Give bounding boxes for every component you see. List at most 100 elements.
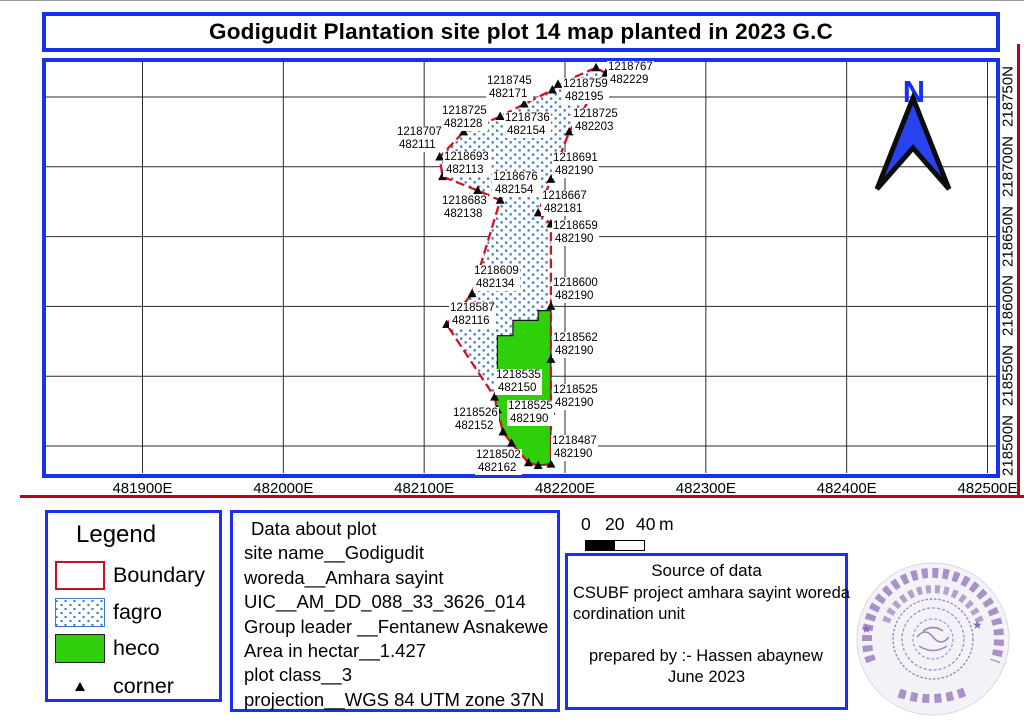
corner-marker-icon <box>507 438 516 447</box>
source-box-line: CSUBF project amhara sayint woreda <box>573 584 850 602</box>
corner-marker-icon <box>435 152 445 161</box>
corner-label: 1218525 482190 <box>552 384 599 410</box>
scale-bar <box>585 540 645 551</box>
corner-marker-icon <box>546 174 556 183</box>
northing-label: 218650N <box>999 205 1017 267</box>
corner-label: 1218759 482195 <box>562 78 609 104</box>
legend-label: Boundary <box>113 562 206 587</box>
easting-label: 482100E <box>394 480 455 497</box>
data-box-line: projection__WGS 84 UTM zone 37N <box>244 688 545 710</box>
source-box-line: cordination unit <box>573 604 685 623</box>
easting-label: 482400E <box>816 480 877 497</box>
corner-marker-icon <box>533 207 543 217</box>
corner-marker-icon <box>495 111 505 120</box>
corner-label: 1218525 482190 <box>507 400 554 426</box>
corner-label: 1218767 482229 <box>607 61 654 87</box>
data-box-title: Data about plot <box>251 518 377 539</box>
source-box-title: Source of data <box>651 561 762 580</box>
corner-marker-icon <box>459 126 469 136</box>
map-frame <box>42 58 1000 478</box>
fagro-swatch-icon <box>55 597 105 627</box>
northing-label: 218600N <box>999 275 1017 337</box>
corner-marker-icon <box>591 62 601 72</box>
official-stamp: ★ ★ <box>856 562 1010 716</box>
data-box-line: Area in hectar__1.427 <box>244 640 427 662</box>
neatline-vertical <box>1017 44 1020 497</box>
corner-label: 1218693 482113 <box>443 151 490 177</box>
corner-marker-icon <box>546 301 556 310</box>
corner-marker-icon <box>546 354 556 363</box>
corner-label: 1218736 482154 <box>504 112 551 138</box>
corner-label: 1218562 482190 <box>552 332 599 358</box>
corner-markers <box>435 62 611 469</box>
scale-tick-label: 40 <box>636 514 656 534</box>
page-title: Godigudit Plantation site plot 14 map pl… <box>209 19 833 44</box>
scale-tick-label: 0 <box>581 514 591 534</box>
corner-marker-icon <box>442 319 452 328</box>
corner-marker-icon <box>533 460 543 469</box>
stamp-emblem <box>916 626 950 652</box>
easting-label: 482300E <box>675 480 736 497</box>
corner-label: 1218676 482154 <box>492 171 539 197</box>
stamp-ring-inner <box>901 607 965 671</box>
corner-marker-icon <box>519 99 529 108</box>
north-arrow: N <box>874 74 952 191</box>
corner-marker-icon <box>547 85 557 94</box>
north-label: N <box>903 74 925 109</box>
northing-label: 218750N <box>999 66 1017 127</box>
north-arrow-icon <box>874 91 952 191</box>
prepared-by-line: prepared by :- Hassen abaynew <box>589 647 823 665</box>
prepared-date: June 2023 <box>667 668 746 686</box>
corner-marker-icon <box>467 288 477 298</box>
corner-marker-icon <box>523 457 533 467</box>
corner-label: 1218659 482190 <box>552 220 599 246</box>
stamp-bottom-text <box>897 686 969 704</box>
corner-marker-icon <box>546 459 556 468</box>
stamp-paper <box>856 562 1010 716</box>
heco-swatch-icon <box>55 633 105 663</box>
corner-label: 1218745 482171 <box>486 75 533 101</box>
northing-label: 218700N <box>999 135 1017 197</box>
map-title-box: Godigudit Plantation site plot 14 map pl… <box>42 12 1000 52</box>
window-edge <box>0 0 1024 1</box>
corner-label: 1218587 482116 <box>449 302 496 328</box>
easting-label: 482000E <box>253 480 314 497</box>
corner-marker-icon <box>553 79 563 88</box>
scale-tick-label: 20 <box>605 514 625 534</box>
corner-label: 1218725 482128 <box>441 105 488 131</box>
corner-marker-icon <box>498 427 508 436</box>
stamp-ring-outer <box>892 598 974 680</box>
corner-marker-icon <box>473 185 483 194</box>
corner-label: 1218667 482181 <box>541 190 588 216</box>
legend-row-fagro: fagro <box>55 597 162 627</box>
data-box-line: Group leader __Fentanew Asnakewe <box>244 615 549 637</box>
source-box: Source of data CSUBF project amhara sayi… <box>565 553 850 710</box>
plot-data-box: Data about plot site name__Godigudit wor… <box>230 510 560 712</box>
corner-label: 1218725 482203 <box>572 108 619 134</box>
legend-row-heco: heco <box>55 633 160 663</box>
corner-marker-icon <box>495 195 505 204</box>
neatline-horizontal <box>20 495 1024 498</box>
data-box-line: site name__Godigudit <box>244 542 424 564</box>
corner-marker-icon <box>490 392 500 401</box>
plot-boundary-line <box>438 66 607 467</box>
data-box-line: UIC__AM_DD_088_33_3626_014 <box>244 591 526 613</box>
corner-label: 1218487 482190 <box>551 435 598 461</box>
stamp-left-star-icon: ★ <box>861 622 872 636</box>
legend-title: Legend <box>76 521 157 548</box>
legend-label: heco <box>113 635 160 660</box>
easting-label: 481900E <box>112 480 173 497</box>
legend-label: fagro <box>113 599 163 624</box>
legend-row-boundary: Boundary <box>55 560 205 590</box>
corner-marker-icon <box>438 171 447 181</box>
legend-label: corner <box>113 673 174 698</box>
corner-label: 1218683 482138 <box>441 195 488 221</box>
data-box-line: woreda__Amhara sayint <box>244 566 444 588</box>
corner-label: 1218526 482152 <box>452 407 499 433</box>
legend-row-corner: corner <box>55 671 174 701</box>
northing-label: 218500N <box>999 415 1017 476</box>
corner-swatch-icon <box>55 672 105 701</box>
stamp-outer-text-ring <box>862 567 1004 664</box>
stamp-right-star-icon: ★ <box>972 618 983 632</box>
